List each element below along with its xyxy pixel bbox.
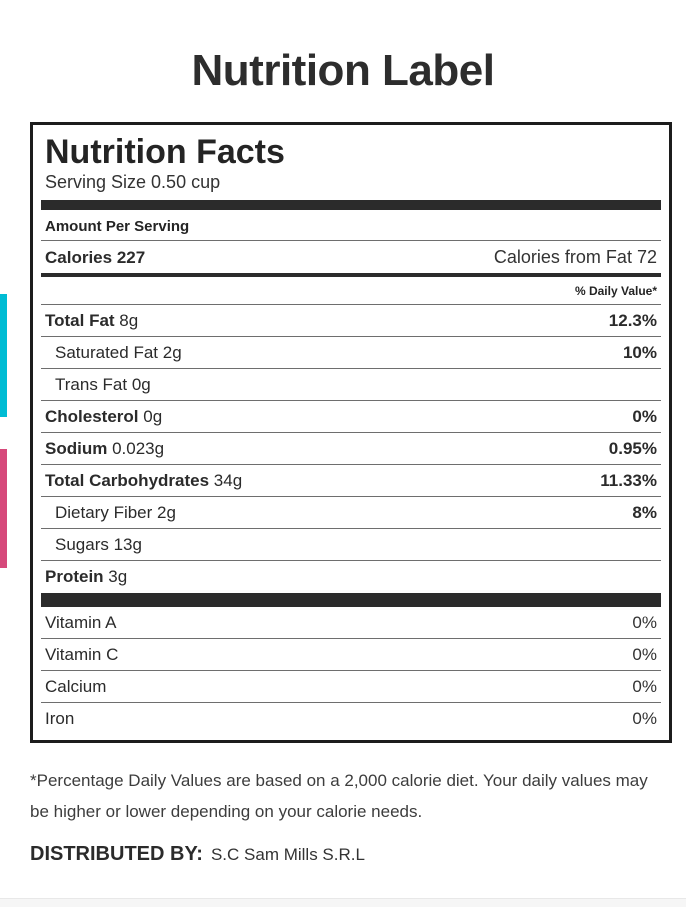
distributed-by-value: S.C Sam Mills S.R.L bbox=[210, 844, 365, 864]
nutrition-facts-box: Nutrition Facts Serving Size 0.50 cup Am… bbox=[30, 122, 672, 743]
nutrient-daily-value: 11.33% bbox=[600, 470, 657, 490]
nutrient-row: Trans Fat 0g bbox=[41, 367, 661, 400]
nutrient-row: Sugars 13g bbox=[41, 527, 661, 560]
vitamin-daily-value: 0% bbox=[632, 644, 657, 664]
nutrient-row: Protein 3g bbox=[41, 559, 661, 592]
nutrition-facts-title: Nutrition Facts bbox=[45, 133, 285, 171]
separator-bar-middle bbox=[41, 592, 661, 607]
page-title: Nutrition Label bbox=[191, 46, 495, 95]
nutrient-name: Total Carbohydrates 34g bbox=[45, 470, 243, 490]
calories-from-fat: Calories from Fat 72 bbox=[493, 246, 657, 267]
vitamin-row: Calcium 0% bbox=[41, 669, 661, 702]
bottom-page-strip bbox=[0, 898, 686, 907]
vitamin-name: Iron bbox=[45, 708, 75, 728]
distributed-by-label: DISTRIBUTED BY: bbox=[30, 842, 203, 865]
separator-bar-top bbox=[41, 199, 661, 210]
nutrient-name: Sodium 0.023g bbox=[45, 438, 165, 458]
nutrient-name: Dietary Fiber 2g bbox=[55, 502, 176, 522]
nutrient-row: Saturated Fat 2g 10% bbox=[41, 335, 661, 368]
nutrient-daily-value: 12.3% bbox=[608, 310, 657, 330]
amount-per-serving: Amount Per Serving bbox=[45, 217, 190, 235]
nutrient-rows: Total Fat 8g 12.3% Saturated Fat 2g 10% Tran… bbox=[41, 303, 661, 592]
nutrient-row: Cholesterol 0g 0% bbox=[41, 399, 661, 432]
calories-label: Calories 227 bbox=[45, 247, 146, 267]
nutrient-row: Total Fat 8g 12.3% bbox=[41, 303, 661, 336]
serving-size: Serving Size 0.50 cup bbox=[45, 171, 221, 192]
daily-values-disclaimer: *Percentage Daily Values are based on a … bbox=[30, 770, 648, 822]
left-accent-cyan-bar bbox=[0, 294, 7, 417]
vitamin-daily-value: 0% bbox=[632, 676, 657, 696]
vitamin-row: Vitamin A 0% bbox=[41, 607, 661, 638]
nutrient-daily-value: 0% bbox=[632, 406, 657, 426]
vitamin-row: Vitamin C 0% bbox=[41, 637, 661, 670]
nutrient-name: Total Fat 8g bbox=[45, 310, 139, 330]
vitamin-name: Vitamin C bbox=[45, 644, 119, 664]
vitamin-rows: Vitamin A 0% Vitamin C 0% Calcium 0% Iron 0% bbox=[41, 607, 661, 734]
nutrient-daily-value: 10% bbox=[622, 342, 657, 362]
nutrient-row: Sodium 0.023g 0.95% bbox=[41, 431, 661, 464]
left-accent-pink-bar bbox=[0, 449, 7, 568]
distributed-by: DISTRIBUTED BY: S.C Sam Mills S.R.L bbox=[30, 843, 670, 866]
nutrient-row: Dietary Fiber 2g 8% bbox=[41, 495, 661, 528]
nutrient-name: Sugars 13g bbox=[55, 534, 142, 554]
nutrient-name: Cholesterol 0g bbox=[45, 406, 163, 426]
daily-value-note: % Daily Value* bbox=[574, 283, 657, 298]
vitamin-daily-value: 0% bbox=[632, 708, 657, 728]
vitamin-daily-value: 0% bbox=[632, 612, 657, 632]
vitamin-name: Calcium bbox=[45, 676, 107, 696]
separator-rule-heavy bbox=[41, 272, 661, 277]
nutrient-daily-value: 8% bbox=[632, 502, 657, 522]
vitamin-name: Vitamin A bbox=[45, 612, 117, 632]
nutrient-name: Trans Fat 0g bbox=[55, 374, 151, 394]
footer: *Percentage Daily Values are based on a … bbox=[30, 765, 670, 866]
calories-row: Calories 227 Calories from Fat 72 bbox=[41, 239, 661, 273]
nutrient-name: Saturated Fat 2g bbox=[55, 342, 182, 362]
nutrient-row: Total Carbohydrates 34g 11.33% bbox=[41, 463, 661, 496]
vitamin-row: Iron 0% bbox=[41, 701, 661, 734]
nutrient-daily-value: 0.95% bbox=[608, 438, 657, 458]
nutrient-name: Protein 3g bbox=[45, 566, 128, 586]
